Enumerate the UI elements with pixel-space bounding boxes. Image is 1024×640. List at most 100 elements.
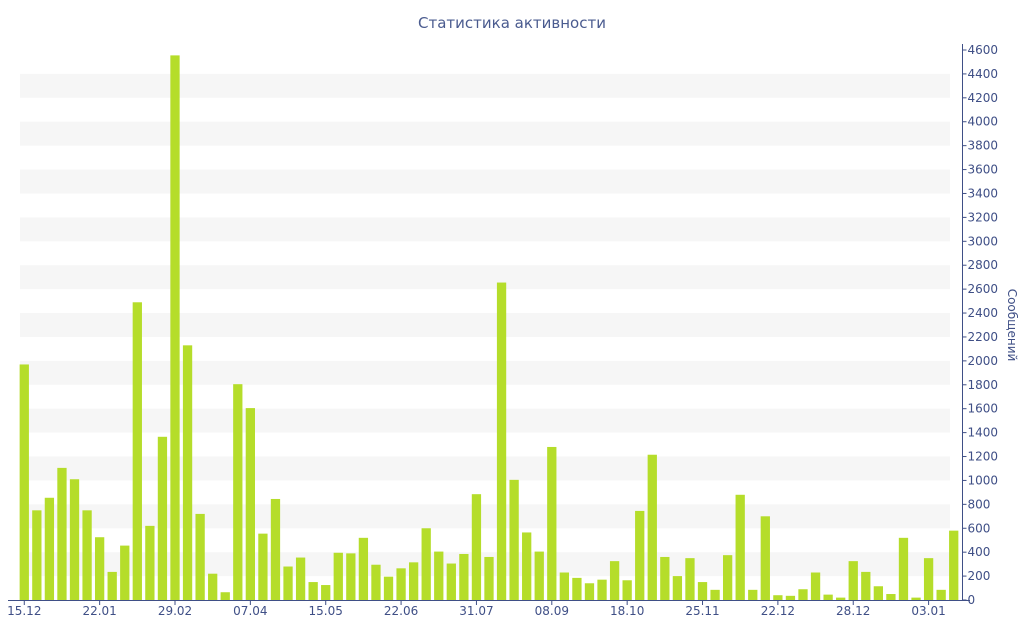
x-tick-label: 15.05: [309, 604, 343, 618]
bar: [107, 571, 117, 600]
grid-band: [20, 265, 950, 290]
y-tick-label: 3000: [968, 234, 999, 248]
bar: [57, 467, 67, 600]
bar: [383, 576, 394, 600]
bar: [459, 553, 469, 600]
bar: [572, 577, 582, 600]
bar: [622, 580, 632, 600]
y-tick-label: 1800: [968, 378, 999, 392]
x-tick-label: 07.04: [233, 604, 267, 618]
bar: [308, 582, 318, 600]
bar: [911, 597, 921, 600]
bar: [32, 510, 42, 600]
grid-band: [20, 313, 950, 337]
x-tick-label: 15.12: [7, 604, 41, 618]
y-tick-label: 600: [968, 521, 991, 535]
bar: [220, 592, 230, 600]
x-tick-label: 31.07: [459, 604, 493, 618]
bar: [321, 585, 331, 600]
bar: [836, 597, 846, 600]
y-tick-label: 200: [968, 569, 991, 583]
y-axis-label: Сообщений: [1005, 289, 1019, 362]
bar: [283, 566, 293, 600]
grid-band: [20, 169, 950, 194]
x-tick-label: 03.01: [911, 604, 945, 618]
y-tick-label: 2000: [968, 354, 999, 368]
bar: [760, 516, 770, 600]
bar: [886, 594, 896, 600]
y-tick-label: 3200: [968, 210, 999, 224]
x-tick-label: 25.11: [685, 604, 719, 618]
bar: [69, 479, 80, 600]
y-tick-label: 2800: [968, 258, 999, 272]
bar: [861, 571, 871, 600]
bar: [195, 513, 205, 600]
bar: [408, 562, 419, 600]
x-tick-label: 22.06: [384, 604, 418, 618]
bar: [785, 595, 796, 600]
bar: [647, 454, 657, 600]
grid-band: [20, 121, 950, 146]
bar: [509, 479, 519, 600]
bar: [157, 436, 168, 600]
bar: [295, 557, 306, 600]
bar: [697, 582, 708, 600]
y-tick-label: 3800: [968, 139, 999, 153]
y-tick-label: 2200: [968, 330, 999, 344]
bar: [685, 558, 695, 600]
chart-title: Статистика активности: [418, 14, 606, 32]
bar: [798, 589, 808, 600]
bar: [496, 282, 507, 600]
bar: [848, 561, 858, 600]
x-tick-label: 22.01: [82, 604, 116, 618]
bar: [873, 586, 883, 600]
x-tick-label: 22.12: [761, 604, 795, 618]
y-tick-label: 3400: [968, 186, 999, 200]
y-tick-label: 800: [968, 497, 991, 511]
bar: [258, 533, 268, 600]
bar: [471, 494, 482, 600]
bar: [484, 556, 494, 600]
bar: [635, 510, 645, 600]
bar: [170, 55, 180, 600]
bar: [710, 589, 720, 600]
y-tick-label: 1200: [968, 450, 999, 464]
bar: [748, 589, 758, 600]
bar: [19, 364, 29, 600]
bar: [446, 563, 456, 600]
bar: [735, 494, 745, 600]
x-tick-label: 18.10: [610, 604, 644, 618]
y-tick-label: 3600: [968, 163, 999, 177]
bar: [132, 302, 142, 600]
bar: [810, 572, 821, 600]
bar: [773, 595, 783, 600]
bar: [333, 552, 343, 600]
bar: [182, 345, 193, 600]
bar: [358, 537, 369, 600]
y-tick-label: 1400: [968, 426, 999, 440]
bar: [82, 510, 92, 600]
bar: [233, 384, 243, 600]
y-tick-label: 4600: [968, 43, 999, 57]
y-tick-label: 1000: [968, 473, 999, 487]
y-tick-label: 400: [968, 545, 991, 559]
bar: [44, 497, 55, 600]
bar: [949, 530, 959, 600]
bar: [522, 532, 532, 600]
grid-band: [20, 217, 950, 242]
bar: [421, 528, 431, 600]
grid-band: [20, 73, 950, 98]
bar: [534, 551, 544, 600]
bar: [208, 573, 218, 600]
x-tick-label: 08.09: [535, 604, 569, 618]
bar: [120, 545, 130, 600]
bar: [559, 572, 569, 600]
grid-band: [20, 360, 950, 385]
bar: [94, 537, 105, 600]
bar: [371, 564, 381, 600]
x-tick-label: 29.02: [158, 604, 192, 618]
bar: [270, 498, 281, 600]
y-tick-label: 4000: [968, 115, 999, 129]
bar: [609, 561, 620, 600]
